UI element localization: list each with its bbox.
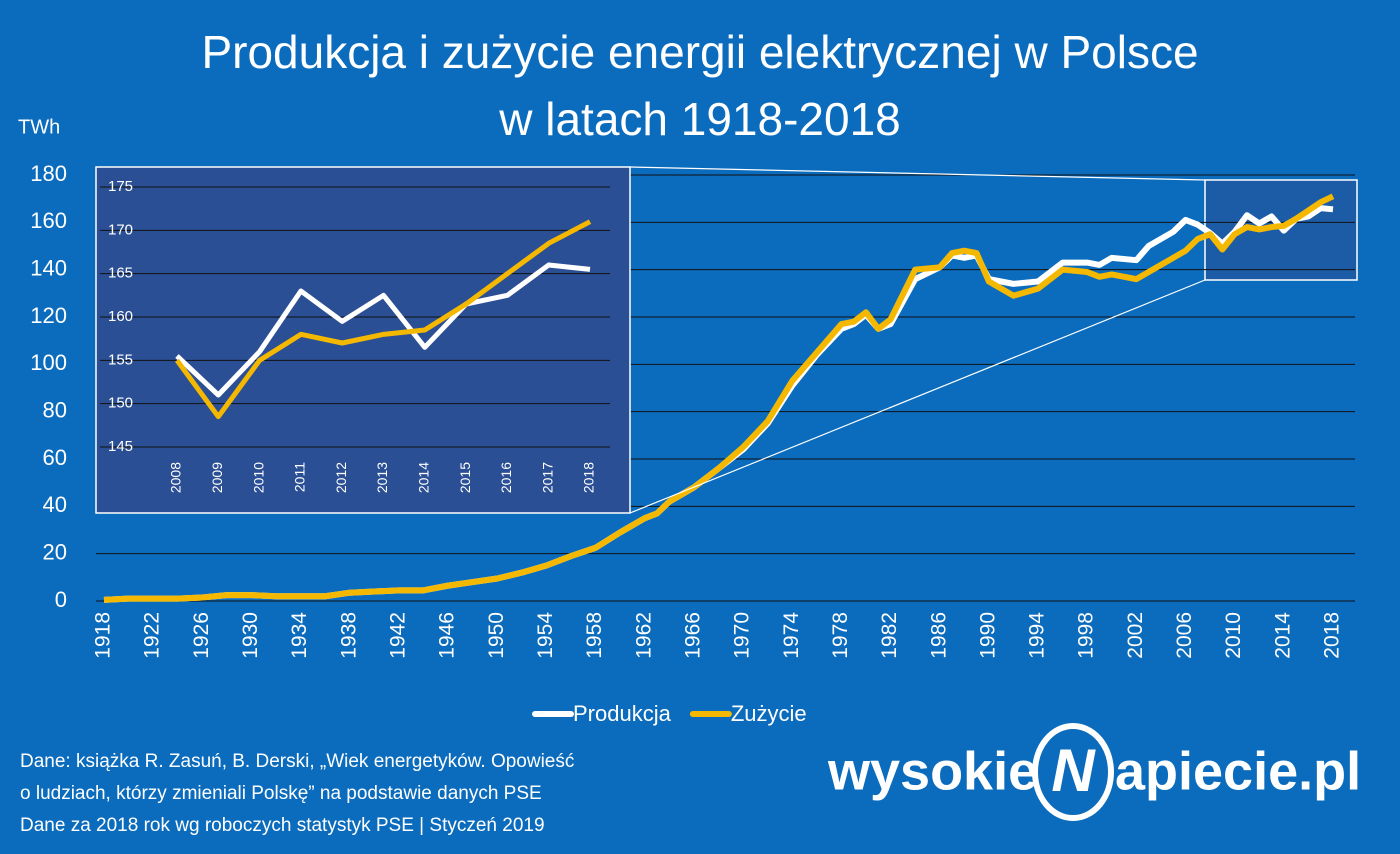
x-tick-label: 1978 <box>829 612 852 659</box>
y-tick-label: 165 <box>108 265 133 282</box>
y-tick-label: 60 <box>43 445 67 470</box>
x-tick-label: 1962 <box>632 612 655 659</box>
x-tick-label: 1970 <box>731 612 754 659</box>
chart-title: Produkcja i zużycie energii elektrycznej… <box>201 26 1198 78</box>
logo: wysokie <box>827 741 1038 801</box>
x-tick-label: 1926 <box>190 612 213 659</box>
y-tick-label: 180 <box>30 161 67 186</box>
x-tick-label: 1986 <box>927 612 950 659</box>
x-tick-label: 2002 <box>1124 612 1147 659</box>
x-tick-label: 1946 <box>436 612 459 659</box>
x-tick-label: 2018 <box>581 462 597 493</box>
note: Dane: książka R. Zasuń, B. Derski, „Wiek… <box>20 751 574 772</box>
x-tick-label: 2014 <box>416 462 432 493</box>
y-tick-label: 175 <box>108 178 133 195</box>
inset-chart: 145 150 155 160 165 170 175 2008 2009 2010 2011 201… <box>100 178 610 493</box>
zoom-connector <box>629 279 1206 514</box>
y-tick-label: 100 <box>30 350 67 375</box>
x-tick-label: 1934 <box>288 612 311 659</box>
series-line <box>103 193 1335 603</box>
x-tick-label: 1950 <box>485 612 508 659</box>
chart-title: w latach 1918-2018 <box>498 93 901 145</box>
x-tick-label: 2010 <box>1222 612 1245 659</box>
y-tick-label: 150 <box>108 395 133 412</box>
x-tick-label: 2015 <box>457 462 473 493</box>
x-tick-label: 1922 <box>141 612 164 659</box>
x-tick-label: 1998 <box>1075 612 1098 659</box>
y-tick-label: 0 <box>55 587 67 612</box>
y-tick-label: 155 <box>108 351 133 368</box>
x-tick-label: 2014 <box>1271 612 1294 659</box>
logo-ring <box>1032 723 1114 821</box>
y-tick-label: 160 <box>108 308 133 325</box>
logo: apiecie.pl <box>1115 741 1361 801</box>
x-tick-label: 1966 <box>681 612 704 659</box>
logo: N <box>1051 737 1096 804</box>
x-tick-label: 1990 <box>976 612 999 659</box>
x-tick-label: 1918 <box>92 612 115 659</box>
y-tick-label: 120 <box>30 303 67 328</box>
note: o ludziach, którzy zmieniali Polskę” na … <box>20 783 542 804</box>
y-tick-label: 80 <box>43 397 67 422</box>
y-tick-label: 160 <box>30 208 67 233</box>
x-tick-label: 2011 <box>292 462 308 492</box>
x-tick-label: 1942 <box>387 612 410 659</box>
y-tick-label: 145 <box>108 438 133 455</box>
series-line <box>175 262 591 398</box>
x-tick-label: 2009 <box>209 462 225 493</box>
y-tick-label: 140 <box>30 255 67 280</box>
zoom-connector <box>629 166 1206 181</box>
legend: Produkcja Zużycie <box>532 701 807 726</box>
main-chart: 0 20 40 60 80 100 120 140 160 180 1918 1922 1926 1930… <box>18 116 1358 659</box>
x-tick-label: 2013 <box>374 462 390 493</box>
y-axis-label: TWh <box>18 116 60 138</box>
x-tick-label: 2018 <box>1321 612 1344 659</box>
x-tick-label: 1938 <box>337 612 360 659</box>
x-tick-label: 2006 <box>1173 612 1196 659</box>
x-tick-label: 2016 <box>498 462 514 493</box>
legend-label: Produkcja <box>573 701 672 726</box>
legend-label: Zużycie <box>731 701 807 726</box>
y-tick-label: 170 <box>108 221 133 238</box>
x-tick-label: 2008 <box>168 462 184 493</box>
series-line <box>174 219 592 420</box>
y-tick-label: 40 <box>43 492 67 517</box>
x-tick-label: 1930 <box>239 612 262 659</box>
y-tick-label: 20 <box>43 539 67 564</box>
note: Dane za 2018 rok wg roboczych statystyk … <box>20 815 545 836</box>
x-tick-label: 2010 <box>250 462 266 493</box>
x-tick-label: 1958 <box>583 612 606 659</box>
x-tick-label: 1974 <box>780 612 803 659</box>
x-tick-label: 1954 <box>534 612 557 659</box>
x-tick-label: 1982 <box>878 612 901 659</box>
x-tick-label: 1994 <box>1026 612 1049 659</box>
x-tick-label: 2017 <box>539 462 555 493</box>
x-tick-label: 2012 <box>333 462 349 493</box>
